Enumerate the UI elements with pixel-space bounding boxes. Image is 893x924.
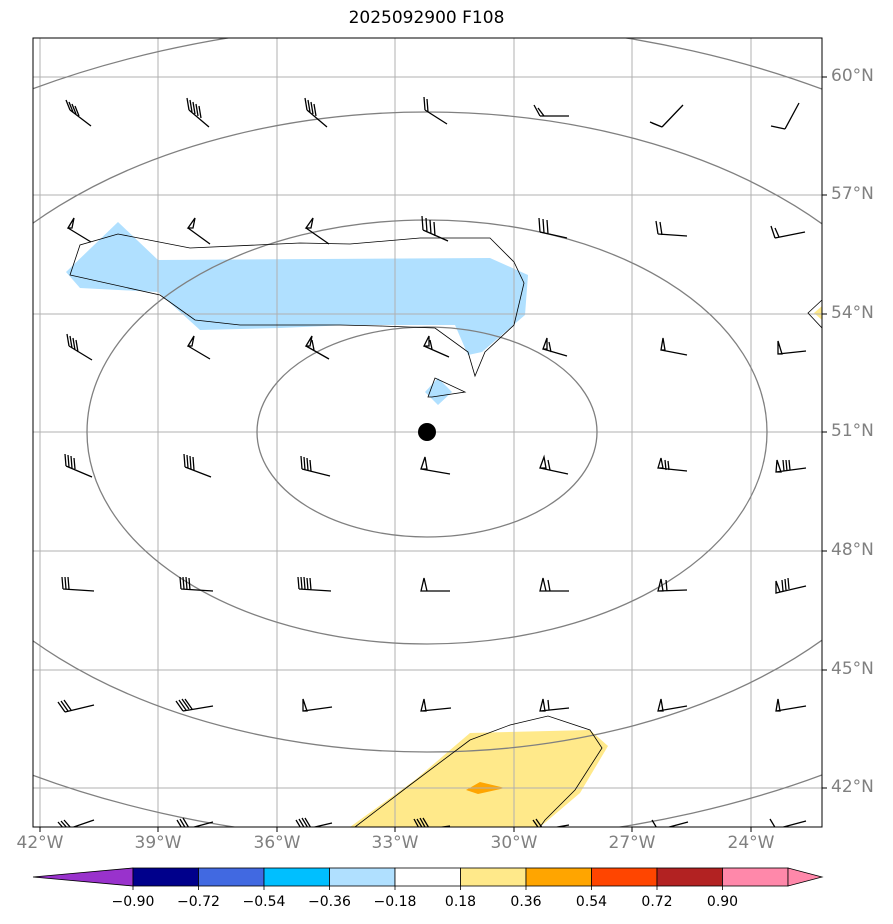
- colorbar-segment: [198, 867, 265, 887]
- plot-title: 2025092900 F108: [348, 8, 505, 28]
- colorbar-label: 0.72: [641, 894, 673, 910]
- lon-label-42w: 42°W: [16, 833, 64, 853]
- colorbar-extend-high: [787, 867, 824, 887]
- wind-barbs: [57, 96, 807, 827]
- center-marker: [418, 423, 436, 441]
- colorbar-segment: [656, 867, 723, 887]
- colorbar-segment: [263, 867, 330, 887]
- colorbar-label: 0.54: [575, 894, 608, 910]
- lat-label-48n: 48°N: [831, 540, 874, 560]
- colorbar-label: −0.54: [242, 894, 286, 910]
- graticule: [33, 38, 822, 827]
- colorbar-segment: [329, 867, 396, 887]
- colorbar-label: 0.18: [444, 894, 477, 910]
- colorbar-segment: [525, 867, 592, 887]
- colorbar-label: 0.90: [706, 894, 739, 910]
- contour-second: [86, 219, 768, 645]
- colorbar: [32, 867, 824, 890]
- colorbar-segment: [722, 867, 789, 887]
- outline-lines: [69, 233, 822, 827]
- colorbar-segment: [591, 867, 658, 887]
- lon-label-30w: 30°W: [490, 833, 538, 853]
- lat-label-42n: 42°N: [831, 777, 874, 797]
- colorbar-extend-low: [32, 867, 134, 887]
- colorbar-segment: [460, 867, 527, 887]
- contour-inner: [256, 326, 598, 538]
- lat-label-45n: 45°N: [831, 659, 874, 679]
- colorbar-label: −0.36: [308, 894, 351, 910]
- lon-label-24w: 24°W: [727, 833, 775, 853]
- lon-label-33w: 33°W: [371, 833, 419, 853]
- negative-shading-area: [66, 222, 528, 355]
- lon-label-27w: 27°W: [608, 833, 656, 853]
- edge-positive-shading: [814, 306, 822, 320]
- lat-label-54n: 54°N: [831, 303, 874, 323]
- lon-label-36w: 36°W: [253, 833, 301, 853]
- lon-label-39w: 39°W: [134, 833, 182, 853]
- colorbar-segment: [132, 867, 199, 887]
- positive-shading-area: [350, 730, 608, 827]
- lat-label-60n: 60°N: [831, 66, 874, 86]
- lat-label-51n: 51°N: [831, 421, 874, 441]
- lat-label-57n: 57°N: [831, 184, 874, 204]
- negative-shading-area-small: [425, 378, 452, 405]
- colorbar-label: 0.36: [510, 894, 542, 910]
- colorbar-label: −0.72: [177, 894, 220, 910]
- colorbar-segment: [394, 867, 461, 887]
- colorbar-label: −0.18: [373, 894, 417, 910]
- colorbar-label: −0.90: [111, 894, 155, 910]
- axis-ticks: [39, 76, 827, 832]
